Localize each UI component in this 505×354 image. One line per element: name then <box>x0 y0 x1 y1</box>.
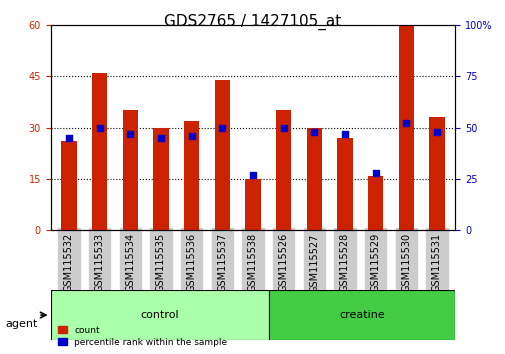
Point <box>401 121 410 126</box>
Point <box>432 129 440 135</box>
Text: agent: agent <box>5 319 37 329</box>
Point <box>279 125 287 130</box>
Point <box>126 131 134 137</box>
Bar <box>398 25 413 230</box>
Text: control: control <box>140 310 179 320</box>
Point <box>310 129 318 135</box>
Point <box>248 172 257 178</box>
Bar <box>306 127 321 230</box>
FancyBboxPatch shape <box>50 290 268 340</box>
Bar <box>61 141 77 230</box>
Point <box>95 125 104 130</box>
Bar <box>245 179 260 230</box>
Point <box>157 135 165 141</box>
Bar <box>275 110 291 230</box>
Point <box>187 133 195 139</box>
Bar <box>337 138 352 230</box>
Bar <box>214 80 230 230</box>
Point <box>340 131 348 137</box>
Text: creatine: creatine <box>338 310 384 320</box>
Point <box>371 170 379 176</box>
Bar <box>428 117 444 230</box>
Bar <box>92 73 107 230</box>
Bar <box>122 110 138 230</box>
Text: GDS2765 / 1427105_at: GDS2765 / 1427105_at <box>164 14 341 30</box>
Bar <box>367 176 383 230</box>
Legend: count, percentile rank within the sample: count, percentile rank within the sample <box>55 323 229 349</box>
Point <box>65 135 73 141</box>
Point <box>218 125 226 130</box>
Bar <box>184 121 199 230</box>
Bar <box>153 127 168 230</box>
FancyBboxPatch shape <box>268 290 454 340</box>
